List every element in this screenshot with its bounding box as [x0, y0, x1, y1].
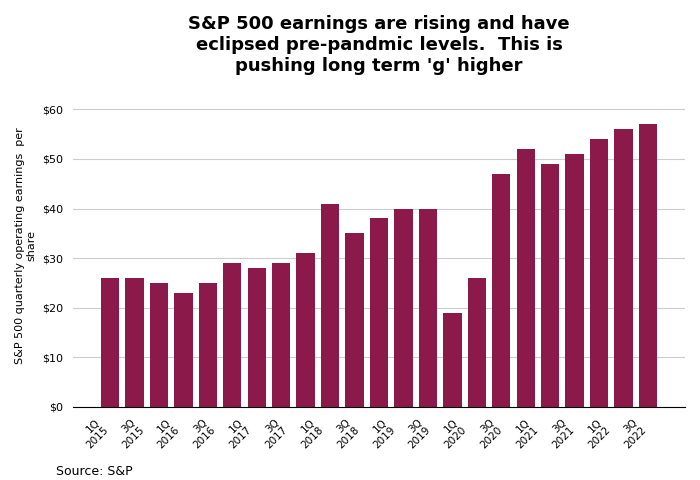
Bar: [370, 218, 389, 407]
Bar: [248, 268, 266, 407]
Bar: [590, 139, 608, 407]
Bar: [321, 204, 340, 407]
Bar: [394, 208, 412, 407]
Bar: [174, 293, 193, 407]
Bar: [468, 278, 486, 407]
Bar: [639, 124, 657, 407]
Bar: [150, 283, 168, 407]
Bar: [419, 208, 437, 407]
Bar: [443, 312, 461, 407]
Bar: [101, 278, 119, 407]
Bar: [199, 283, 217, 407]
Bar: [297, 253, 315, 407]
Bar: [541, 164, 559, 407]
Y-axis label: S&P 500 quarterly operating earnings  per
share: S&P 500 quarterly operating earnings per…: [15, 127, 36, 364]
Bar: [272, 263, 290, 407]
Bar: [517, 149, 535, 407]
Bar: [615, 129, 633, 407]
Bar: [223, 263, 242, 407]
Bar: [492, 174, 510, 407]
Bar: [566, 154, 584, 407]
Bar: [345, 233, 364, 407]
Title: S&P 500 earnings are rising and have
eclipsed pre-pandmic levels.  This is
pushi: S&P 500 earnings are rising and have ecl…: [188, 15, 570, 74]
Text: Source: S&P: Source: S&P: [56, 465, 132, 478]
Bar: [125, 278, 144, 407]
